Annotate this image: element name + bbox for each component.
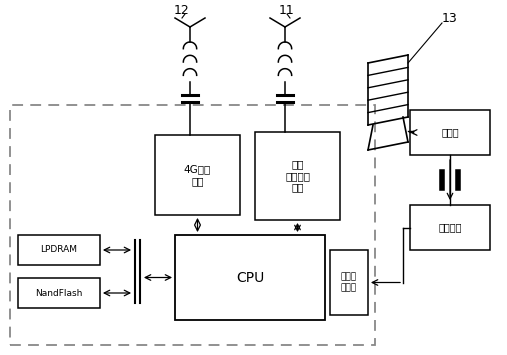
Bar — [410, 205, 490, 250]
Text: 电源管
理电路: 电源管 理电路 — [341, 273, 357, 292]
Text: 11: 11 — [279, 4, 295, 16]
Text: 控制器: 控制器 — [441, 127, 459, 137]
Bar — [175, 235, 325, 320]
Bar — [255, 132, 340, 220]
Text: LPDRAM: LPDRAM — [41, 246, 78, 255]
Text: 12: 12 — [174, 4, 190, 16]
Bar — [10, 105, 375, 345]
Bar — [155, 135, 240, 215]
Bar — [410, 110, 490, 155]
Bar — [18, 235, 100, 265]
Bar — [330, 250, 368, 315]
Bar — [18, 278, 100, 308]
Text: 4G基带
电路: 4G基带 电路 — [184, 164, 211, 186]
Text: CPU: CPU — [236, 271, 264, 284]
Text: NandFlash: NandFlash — [35, 289, 83, 297]
Text: 射频
信号处理
电路: 射频 信号处理 电路 — [285, 159, 310, 193]
Text: 13: 13 — [442, 11, 458, 24]
Text: 蓄电池组: 蓄电池组 — [438, 223, 462, 233]
